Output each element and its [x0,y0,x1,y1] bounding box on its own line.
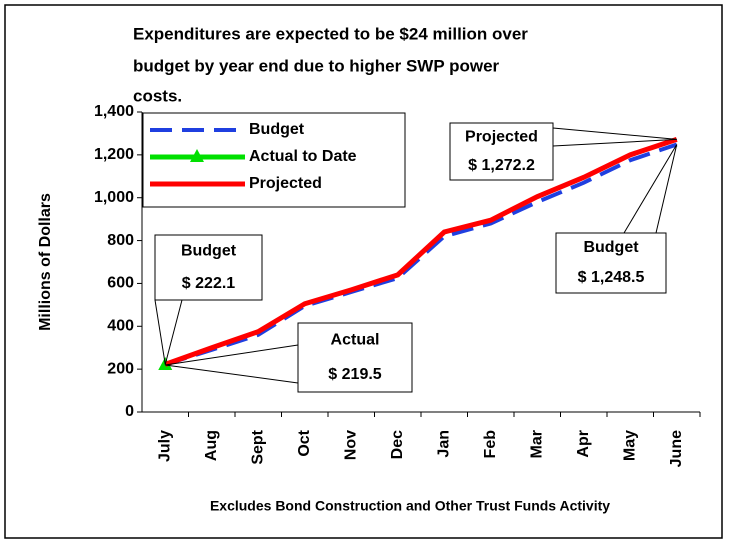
callout-text: Budget [181,242,237,259]
callout-text: Projected [465,128,538,145]
x-tick-label: May [621,430,638,461]
y-tick-label: 1,200 [94,146,134,163]
y-tick-label: 0 [125,403,134,420]
chart-title: costs. [133,86,182,105]
x-tick-label: Sept [249,429,266,464]
x-tick-label: Mar [528,430,545,458]
callout-box [154,234,263,301]
callout-text: $ 1,272.2 [468,157,535,174]
x-tick-label: Jan [435,430,452,458]
x-tick-label: Apr [575,430,592,458]
y-tick-label: 200 [107,360,134,377]
footnote: Excludes Bond Construction and Other Tru… [210,498,610,514]
y-tick-label: 800 [107,232,134,249]
x-tick-label: June [668,430,685,467]
x-tick-label: Aug [203,430,220,461]
x-tick-label: Nov [342,430,359,460]
callout-box [449,122,554,181]
x-tick-label: Feb [482,430,499,459]
callout-text: $ 222.1 [182,275,235,292]
x-tick-label: Dec [389,430,406,459]
y-axis-label: Millions of Dollars [37,193,54,331]
x-tick-label: July [156,430,173,462]
leader-line [165,364,299,384]
legend-label: Budget [249,121,305,138]
leader-line [655,144,678,234]
chart-title: Expenditures are expected to be $24 mill… [133,24,528,43]
y-tick-label: 400 [107,318,134,335]
legend-label: Projected [249,175,322,192]
callout-box [297,322,413,393]
leader-line [164,299,183,365]
callout-box [555,232,667,294]
leader-line [623,144,678,234]
y-tick-label: 1,000 [94,189,134,206]
leader-line [165,344,299,366]
leader-line [154,299,166,365]
leader-line [552,127,677,140]
line-series [164,137,678,367]
callout-text: $ 219.5 [328,366,381,383]
y-tick-label: 1,400 [94,103,134,120]
y-tick-label: 600 [107,275,134,292]
legend-marker [190,149,204,162]
callout-text: Budget [583,239,639,256]
legend-label: Actual to Date [249,148,357,165]
callout-text: $ 1,248.5 [578,269,645,286]
x-tick-label: Oct [296,429,313,456]
chart-title: budget by year end due to higher SWP pow… [133,56,500,75]
leader-line [552,138,677,147]
callout-text: Actual [331,331,380,348]
